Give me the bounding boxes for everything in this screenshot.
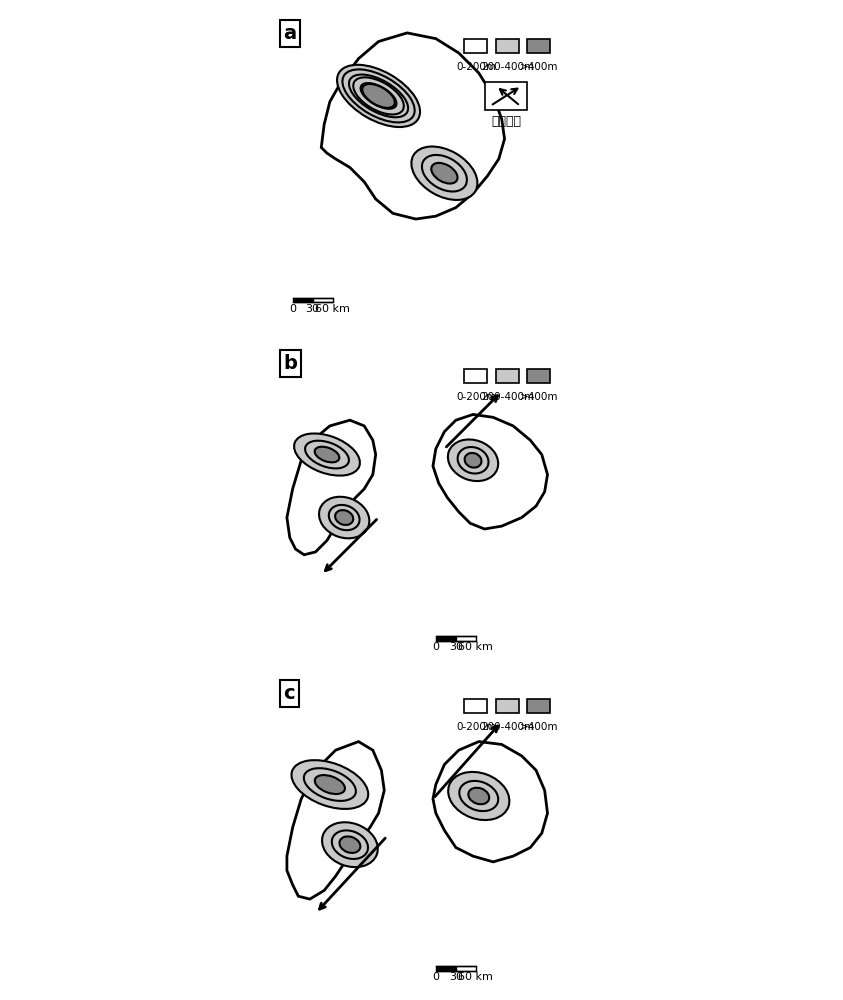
- Text: 0-200m: 0-200m: [456, 722, 496, 732]
- Text: a: a: [283, 24, 297, 43]
- Text: 30: 30: [448, 972, 463, 982]
- Text: 0: 0: [432, 972, 439, 982]
- Ellipse shape: [458, 447, 488, 474]
- Ellipse shape: [314, 447, 340, 462]
- Polygon shape: [433, 414, 547, 529]
- Text: >400m: >400m: [519, 62, 558, 72]
- Bar: [464, 369, 487, 383]
- Ellipse shape: [411, 147, 477, 200]
- Ellipse shape: [353, 77, 404, 114]
- Ellipse shape: [332, 830, 368, 859]
- Text: 200-400m: 200-400m: [481, 62, 534, 72]
- Text: 0: 0: [432, 642, 439, 652]
- Text: 0-200m: 0-200m: [456, 62, 496, 72]
- Ellipse shape: [469, 788, 489, 804]
- Text: 60 km: 60 km: [315, 304, 350, 314]
- Polygon shape: [287, 420, 376, 555]
- Bar: [485, 82, 528, 110]
- Ellipse shape: [303, 768, 356, 801]
- Bar: [528, 39, 550, 53]
- Ellipse shape: [294, 433, 360, 476]
- Ellipse shape: [319, 497, 369, 538]
- Text: c: c: [283, 684, 295, 703]
- Polygon shape: [287, 742, 384, 899]
- Bar: [528, 699, 550, 713]
- Ellipse shape: [342, 69, 415, 122]
- Text: 60 km: 60 km: [459, 642, 493, 652]
- Bar: [496, 369, 518, 383]
- Ellipse shape: [340, 836, 360, 853]
- Bar: [528, 369, 550, 383]
- Ellipse shape: [337, 65, 420, 127]
- Ellipse shape: [464, 453, 481, 468]
- Ellipse shape: [362, 84, 395, 108]
- Ellipse shape: [448, 439, 498, 481]
- Bar: [464, 39, 487, 53]
- Ellipse shape: [329, 505, 360, 530]
- Polygon shape: [321, 33, 505, 219]
- Text: 30: 30: [448, 642, 463, 652]
- Bar: [464, 699, 487, 713]
- Ellipse shape: [336, 510, 353, 525]
- Text: 60 km: 60 km: [459, 972, 493, 982]
- Text: 0-200m: 0-200m: [456, 392, 496, 402]
- Polygon shape: [433, 742, 547, 862]
- Text: 200-400m: 200-400m: [481, 392, 534, 402]
- Ellipse shape: [422, 155, 467, 192]
- Bar: [496, 39, 518, 53]
- Ellipse shape: [361, 83, 396, 109]
- Text: b: b: [283, 354, 298, 373]
- Ellipse shape: [305, 441, 349, 468]
- Ellipse shape: [314, 775, 345, 794]
- Bar: [496, 699, 518, 713]
- Text: 200-400m: 200-400m: [481, 722, 534, 732]
- Ellipse shape: [459, 781, 498, 811]
- Ellipse shape: [432, 163, 458, 184]
- Ellipse shape: [292, 760, 368, 809]
- Text: 走滑断层: 走滑断层: [491, 115, 521, 128]
- Ellipse shape: [448, 772, 509, 820]
- Text: 30: 30: [306, 304, 319, 314]
- Text: 0: 0: [289, 304, 296, 314]
- Text: >400m: >400m: [519, 392, 558, 402]
- Ellipse shape: [349, 75, 408, 117]
- Text: >400m: >400m: [519, 722, 558, 732]
- Ellipse shape: [322, 822, 378, 867]
